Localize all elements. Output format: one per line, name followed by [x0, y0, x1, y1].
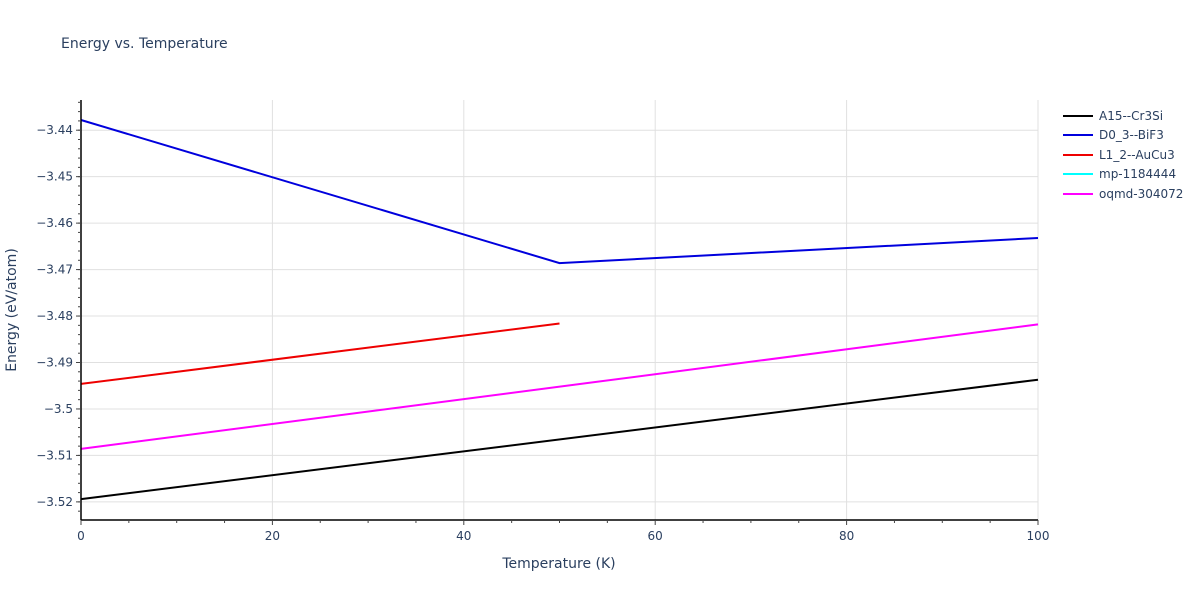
y-tick-label: −3.52 [36, 495, 73, 509]
y-tick-label: −3.49 [36, 356, 73, 370]
series-line-L1_2--AuCu3 [80, 322, 560, 385]
legend-line-icon [1063, 134, 1093, 137]
y-axis-title: Energy (eV/atom) [4, 248, 20, 372]
y-tick-label: −3.45 [36, 170, 73, 184]
legend-item[interactable]: oqmd-304072 [1062, 184, 1183, 204]
y-tick-label: −3.51 [36, 448, 73, 462]
x-tick-label: 60 [648, 529, 663, 543]
y-tick-label: −3.48 [36, 309, 73, 323]
series-line-A15--Cr3Si [80, 378, 1039, 501]
legend-item[interactable]: mp-1184444 [1062, 165, 1183, 185]
y-tick-label: −3.46 [36, 216, 73, 230]
legend-label: L1_2--AuCu3 [1099, 147, 1175, 162]
y-tick-label: −3.5 [44, 402, 73, 416]
legend-line-icon [1063, 173, 1093, 176]
chart-title: Energy vs. Temperature [61, 36, 228, 52]
gridlines [81, 100, 1039, 520]
x-tick-label: 40 [456, 529, 471, 543]
x-tick-label: 80 [839, 529, 854, 543]
legend-item[interactable]: L1_2--AuCu3 [1062, 145, 1183, 165]
legend-item[interactable]: D0_3--BiF3 [1062, 126, 1183, 146]
y-tick-label: −3.44 [36, 123, 73, 137]
x-tick-label: 100 [1027, 529, 1050, 543]
x-axis-title: Temperature (K) [501, 556, 615, 572]
legend-line-icon [1063, 153, 1093, 156]
legend: A15--Cr3Si D0_3--BiF3 L1_2--AuCu3 mp-118444… [1062, 106, 1183, 204]
legend-item[interactable]: A15--Cr3Si [1062, 106, 1183, 126]
legend-line-icon [1063, 114, 1093, 117]
legend-label: D0_3--BiF3 [1099, 128, 1164, 143]
y-tick-label: −3.47 [36, 263, 73, 277]
legend-label: A15--Cr3Si [1099, 108, 1164, 123]
legend-label: mp-1184444 [1099, 167, 1177, 182]
legend-label: oqmd-304072 [1099, 186, 1184, 201]
legend-line-icon [1063, 192, 1093, 195]
series-lines [80, 119, 1039, 501]
series-line-oqmd-304072 [80, 323, 1039, 450]
axes: 0 20 40 60 80 100 −3.44 −3.45 −3.46 −3.47 −3.48 −3.… [36, 100, 1049, 543]
x-tick-label: 0 [77, 529, 85, 543]
series-line-D0_3--BiF3 [80, 119, 1039, 265]
x-tick-label: 20 [265, 529, 280, 543]
